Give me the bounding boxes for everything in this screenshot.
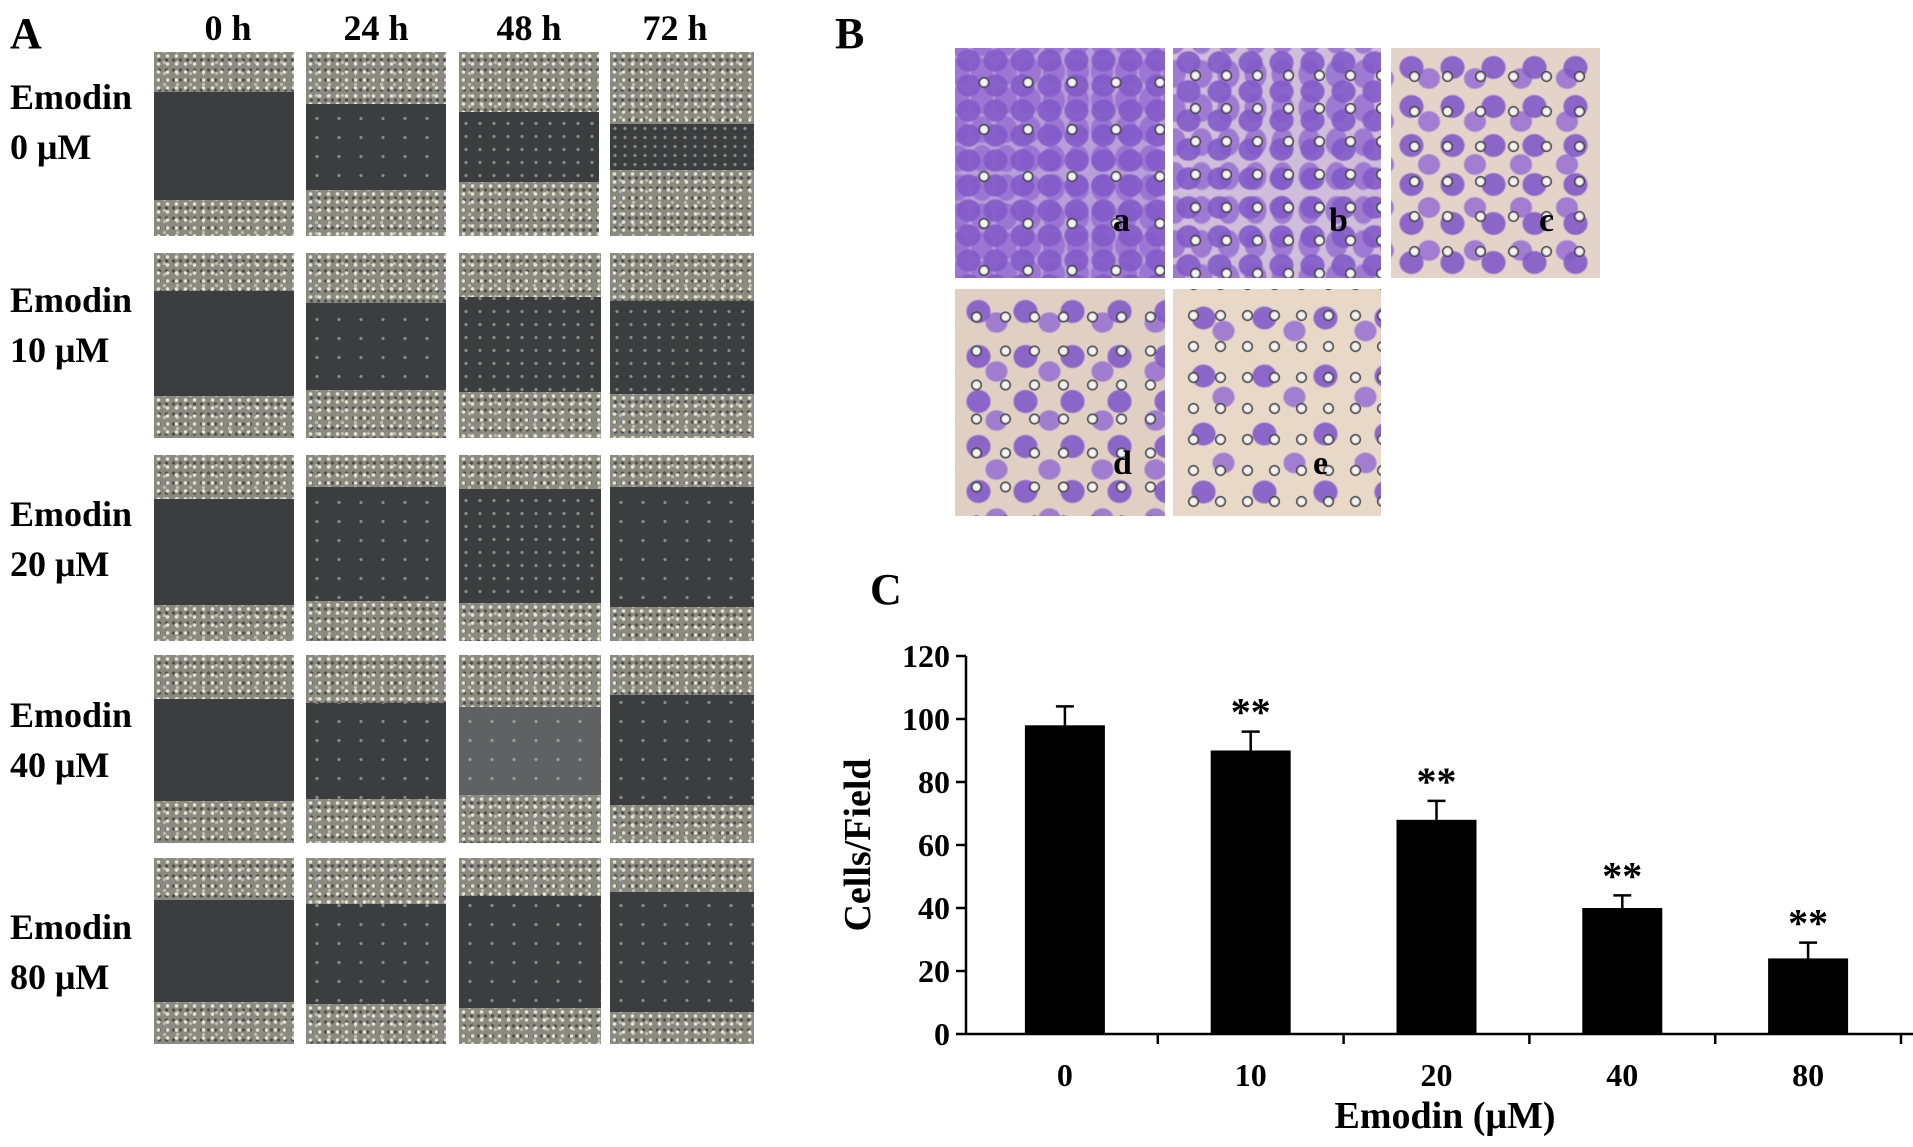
row-label-drug: Emodin [10,280,133,320]
row-label-drug: Emodin [10,695,133,735]
row-label-40uM: Emodin 40 μM [10,690,132,790]
significance-marker-80: ** [1788,901,1828,946]
y-tick-label: 120 [902,638,950,674]
wound-image-80uM-48h [459,858,601,1044]
wound-image-40uM-0h [154,655,294,843]
wound-image-40uM-48h [459,655,601,843]
time-label-72h: 72 h [642,8,708,48]
wound-image-80uM-72h [610,858,754,1044]
y-tick-label: 40 [918,890,950,926]
wound-image-10uM-72h [610,253,754,438]
row-label-drug: Emodin [10,77,133,117]
transwell-image-b: b [1173,48,1381,278]
significance-marker-20: ** [1417,759,1457,804]
wound-image-0uM-0h [154,52,294,236]
x-tick-label-0: 0 [1057,1057,1073,1093]
y-tick-label: 60 [918,827,950,863]
panel-label-a: A [10,9,42,58]
time-label-48h: 48 h [496,8,562,48]
y-tick-label: 20 [918,953,950,989]
row-label-80uM: Emodin 80 μM [10,902,132,1002]
y-tick-label: 100 [902,701,950,737]
transwell-image-c: c [1391,48,1600,278]
transwell-label-b: b [1329,202,1348,239]
wound-image-0uM-72h [610,52,754,236]
bar-10 [1210,750,1291,1034]
wound-image-0uM-24h [306,52,446,236]
row-label-drug: Emodin [10,907,133,947]
transwell-image-a: a [955,48,1165,278]
row-label-dose: 0 μM [10,127,92,167]
time-label-24h: 24 h [343,8,409,48]
x-tick-label-40: 40 [1606,1057,1638,1093]
wound-image-80uM-0h [154,858,294,1044]
bar-80 [1768,958,1849,1034]
row-label-0uM: Emodin 0 μM [10,72,132,172]
bar-0 [1024,725,1105,1034]
row-label-10uM: Emodin 10 μM [10,275,132,375]
row-label-drug: Emodin [10,494,133,534]
row-label-dose: 20 μM [10,544,110,584]
wound-image-10uM-0h [154,253,294,438]
wound-image-40uM-72h [610,655,754,843]
time-label-0h: 0 h [204,8,252,48]
wound-image-10uM-24h [306,253,446,438]
transwell-label-a: a [1113,202,1130,239]
bars: ** ** ** ** [1024,690,1849,1034]
transwell-label-c: c [1539,202,1555,239]
x-tick-label-10: 10 [1235,1057,1267,1093]
wound-image-40uM-24h [306,655,446,843]
x-tick-label-80: 80 [1792,1057,1824,1093]
panel-label-c: C [870,565,902,614]
transwell-image-e: e [1173,289,1381,516]
row-label-dose: 10 μM [10,330,110,370]
wound-image-0uM-48h [459,52,599,236]
row-label-20uM: Emodin 20 μM [10,489,132,589]
y-axis-label: Cells/Field [837,758,879,931]
wound-image-80uM-24h [306,858,446,1044]
x-tick-label-20: 20 [1421,1057,1453,1093]
y-tick-label: 80 [918,764,950,800]
transwell-label-d: d [1113,445,1132,482]
wound-image-20uM-72h [610,455,754,641]
wound-image-20uM-0h [154,455,294,641]
transwell-image-d: d [955,289,1165,516]
significance-marker-10: ** [1231,690,1271,735]
wound-image-20uM-48h [459,455,601,641]
y-tick-label: 0 [934,1016,950,1052]
wound-image-20uM-24h [306,455,446,641]
bar-20 [1396,819,1477,1034]
row-label-dose: 40 μM [10,745,110,785]
wound-image-10uM-48h [459,253,601,438]
row-label-dose: 80 μM [10,957,110,997]
bar-40 [1582,908,1663,1034]
panel-label-b: B [835,9,865,58]
x-ticks: 0 10 20 40 80 [1057,1034,1903,1093]
transwell-label-e: e [1313,445,1329,482]
x-axis-label: Emodin (μM) [1334,1095,1555,1137]
significance-marker-40: ** [1602,853,1642,898]
y-ticks: 0 20 40 60 80 100 120 [902,638,966,1052]
